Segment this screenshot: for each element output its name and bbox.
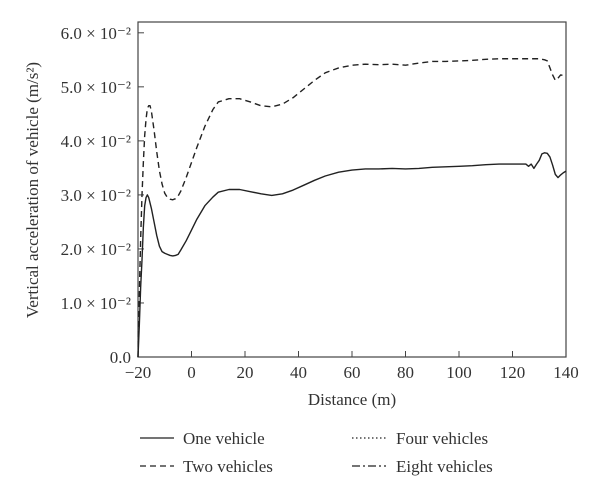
y-axis: 0.0 1.0 × 10⁻² 2.0 × 10⁻² 3.0 × 10⁻² 4.0 × 1… — [61, 24, 144, 367]
y-tick-label: 2.0 × 10⁻² — [61, 240, 131, 259]
x-tick-label: 0 — [187, 363, 196, 382]
y-tick-label: 4.0 × 10⁻² — [61, 132, 131, 151]
x-tick-label: 120 — [500, 363, 526, 382]
y-tick-label: 1.0 × 10⁻² — [61, 294, 131, 313]
x-tick-label: 140 — [553, 363, 579, 382]
series-lines — [137, 58, 567, 358]
x-tick-label: 80 — [397, 363, 414, 382]
legend-label-two-vehicles: Two vehicles — [183, 457, 273, 476]
y-axis-label: Vertical acceleration of vehicle (m/s²) — [23, 62, 42, 318]
x-tick-label: 40 — [290, 363, 307, 382]
y-tick-label: 0.0 — [110, 348, 131, 367]
x-tick-label: 100 — [446, 363, 472, 382]
x-tick-label: 20 — [237, 363, 254, 382]
legend-label-eight-vehicles: Eight vehicles — [396, 457, 493, 476]
legend-label-four-vehicles: Four vehicles — [396, 429, 488, 448]
x-axis: −20 0 20 40 60 80 100 120 140 — [125, 351, 579, 382]
series-line-one-vehicle — [137, 152, 567, 358]
x-axis-label: Distance (m) — [308, 390, 396, 409]
y-tick-label: 6.0 × 10⁻² — [61, 24, 131, 43]
series-line-two-vehicles — [137, 58, 567, 358]
y-tick-label: 5.0 × 10⁻² — [61, 78, 131, 97]
legend-label-one-vehicle: One vehicle — [183, 429, 265, 448]
plot-frame — [137, 21, 567, 358]
x-tick-label: −20 — [125, 363, 152, 382]
y-tick-label: 3.0 × 10⁻² — [61, 186, 131, 205]
legend: One vehicle Two vehicles Four vehicles E… — [140, 429, 493, 476]
x-tick-label: 60 — [344, 363, 361, 382]
